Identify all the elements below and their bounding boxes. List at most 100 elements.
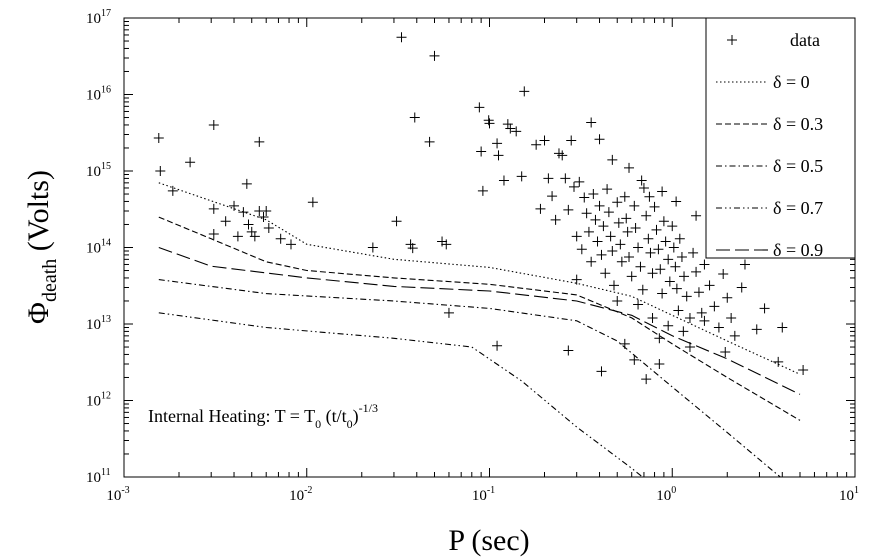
data-point (574, 176, 585, 187)
x-axis-title: P (sec) (448, 524, 529, 557)
data-point (624, 162, 635, 173)
data-point (629, 200, 640, 211)
data-point (153, 133, 164, 144)
data-point (594, 200, 605, 211)
data-point (612, 197, 623, 208)
data-point (603, 207, 614, 218)
data-point (654, 333, 665, 344)
data-point (592, 236, 603, 247)
x-tick-exponent: -3 (121, 485, 129, 496)
data-point (579, 192, 590, 203)
data-point (644, 191, 655, 202)
data-point (693, 287, 704, 298)
y-tick-exponent: 15 (101, 161, 111, 172)
data-point (232, 231, 243, 242)
x-tick-label: 101 (839, 485, 859, 504)
data-point (626, 271, 637, 282)
x-tick-exponent: 0 (671, 485, 676, 496)
x-tick-base: 10 (472, 488, 487, 504)
data-point (405, 239, 416, 250)
data-point (621, 213, 632, 224)
data-point (367, 242, 378, 253)
data-point (391, 216, 402, 227)
data-point (492, 340, 503, 351)
data-point (409, 112, 420, 123)
data-point (612, 295, 623, 306)
data-point (258, 212, 269, 223)
data-point (636, 175, 647, 186)
annotation: Internal Heating: T = T0 (t/t0)-1/3 (148, 401, 378, 431)
data-point (657, 186, 668, 197)
data-point (736, 282, 747, 293)
data-point (594, 134, 605, 145)
data-point (583, 226, 594, 237)
data-point (229, 200, 240, 211)
data-point (261, 206, 272, 216)
data-point (668, 242, 679, 253)
data-point (616, 256, 627, 267)
y-tick-base: 10 (86, 11, 101, 27)
data-point (671, 283, 682, 294)
data-point (519, 86, 530, 97)
data-point (643, 233, 654, 244)
data-point (638, 182, 649, 193)
data-point (600, 268, 611, 279)
x-tick-exponent: -1 (487, 485, 495, 496)
data-point (608, 280, 619, 291)
data-point (511, 126, 522, 137)
data-point (208, 229, 219, 240)
data-point (678, 326, 689, 337)
data-point (798, 365, 809, 376)
data-point (759, 303, 770, 314)
y-tick-exponent: 13 (101, 314, 111, 325)
data-point (167, 185, 178, 196)
x-tick-exponent: -2 (304, 485, 312, 496)
legend-label: δ = 0.5 (773, 156, 823, 176)
data-point (429, 50, 440, 61)
data-point (598, 221, 609, 232)
data-point (539, 135, 550, 146)
data-point (557, 150, 568, 161)
data-point (441, 239, 452, 250)
data-point (220, 216, 231, 227)
data-point (596, 249, 607, 260)
data-point (641, 374, 652, 385)
data-point (633, 242, 644, 253)
data-point (718, 269, 729, 280)
data-point (493, 150, 504, 161)
data-point (476, 146, 487, 157)
data-point (704, 280, 715, 291)
data-point (679, 271, 690, 282)
data-point (571, 231, 582, 242)
data-point (605, 231, 616, 242)
data-point (647, 268, 658, 279)
data-point (673, 305, 684, 316)
data-point (543, 173, 554, 184)
data-point (637, 284, 648, 295)
data-point (243, 219, 254, 230)
data-point (739, 259, 750, 270)
data-point (691, 266, 702, 277)
x-tick-label: 100 (656, 485, 676, 504)
annotation-close: ) (353, 406, 359, 427)
data-point (275, 233, 286, 244)
data-point (502, 119, 513, 130)
y-tick-exponent: 11 (101, 467, 111, 478)
data-point (681, 291, 692, 302)
y-axis-title: Φdeath (Volts) (22, 170, 61, 324)
data-point (535, 203, 546, 214)
x-tick-base: 10 (289, 488, 304, 504)
data-point (633, 299, 644, 310)
y-tick-label: 1012 (86, 391, 111, 410)
data-point (590, 214, 601, 225)
data-point (531, 139, 542, 150)
curve-delta-5 (158, 246, 801, 395)
data-point (691, 210, 702, 221)
data-point (588, 189, 599, 200)
legend-label: δ = 0 (773, 72, 810, 92)
x-tick-label: 10-2 (289, 485, 312, 504)
y-tick-exponent: 16 (101, 85, 111, 96)
data-point (492, 138, 503, 149)
data-point (516, 171, 527, 182)
data-point (208, 203, 219, 214)
